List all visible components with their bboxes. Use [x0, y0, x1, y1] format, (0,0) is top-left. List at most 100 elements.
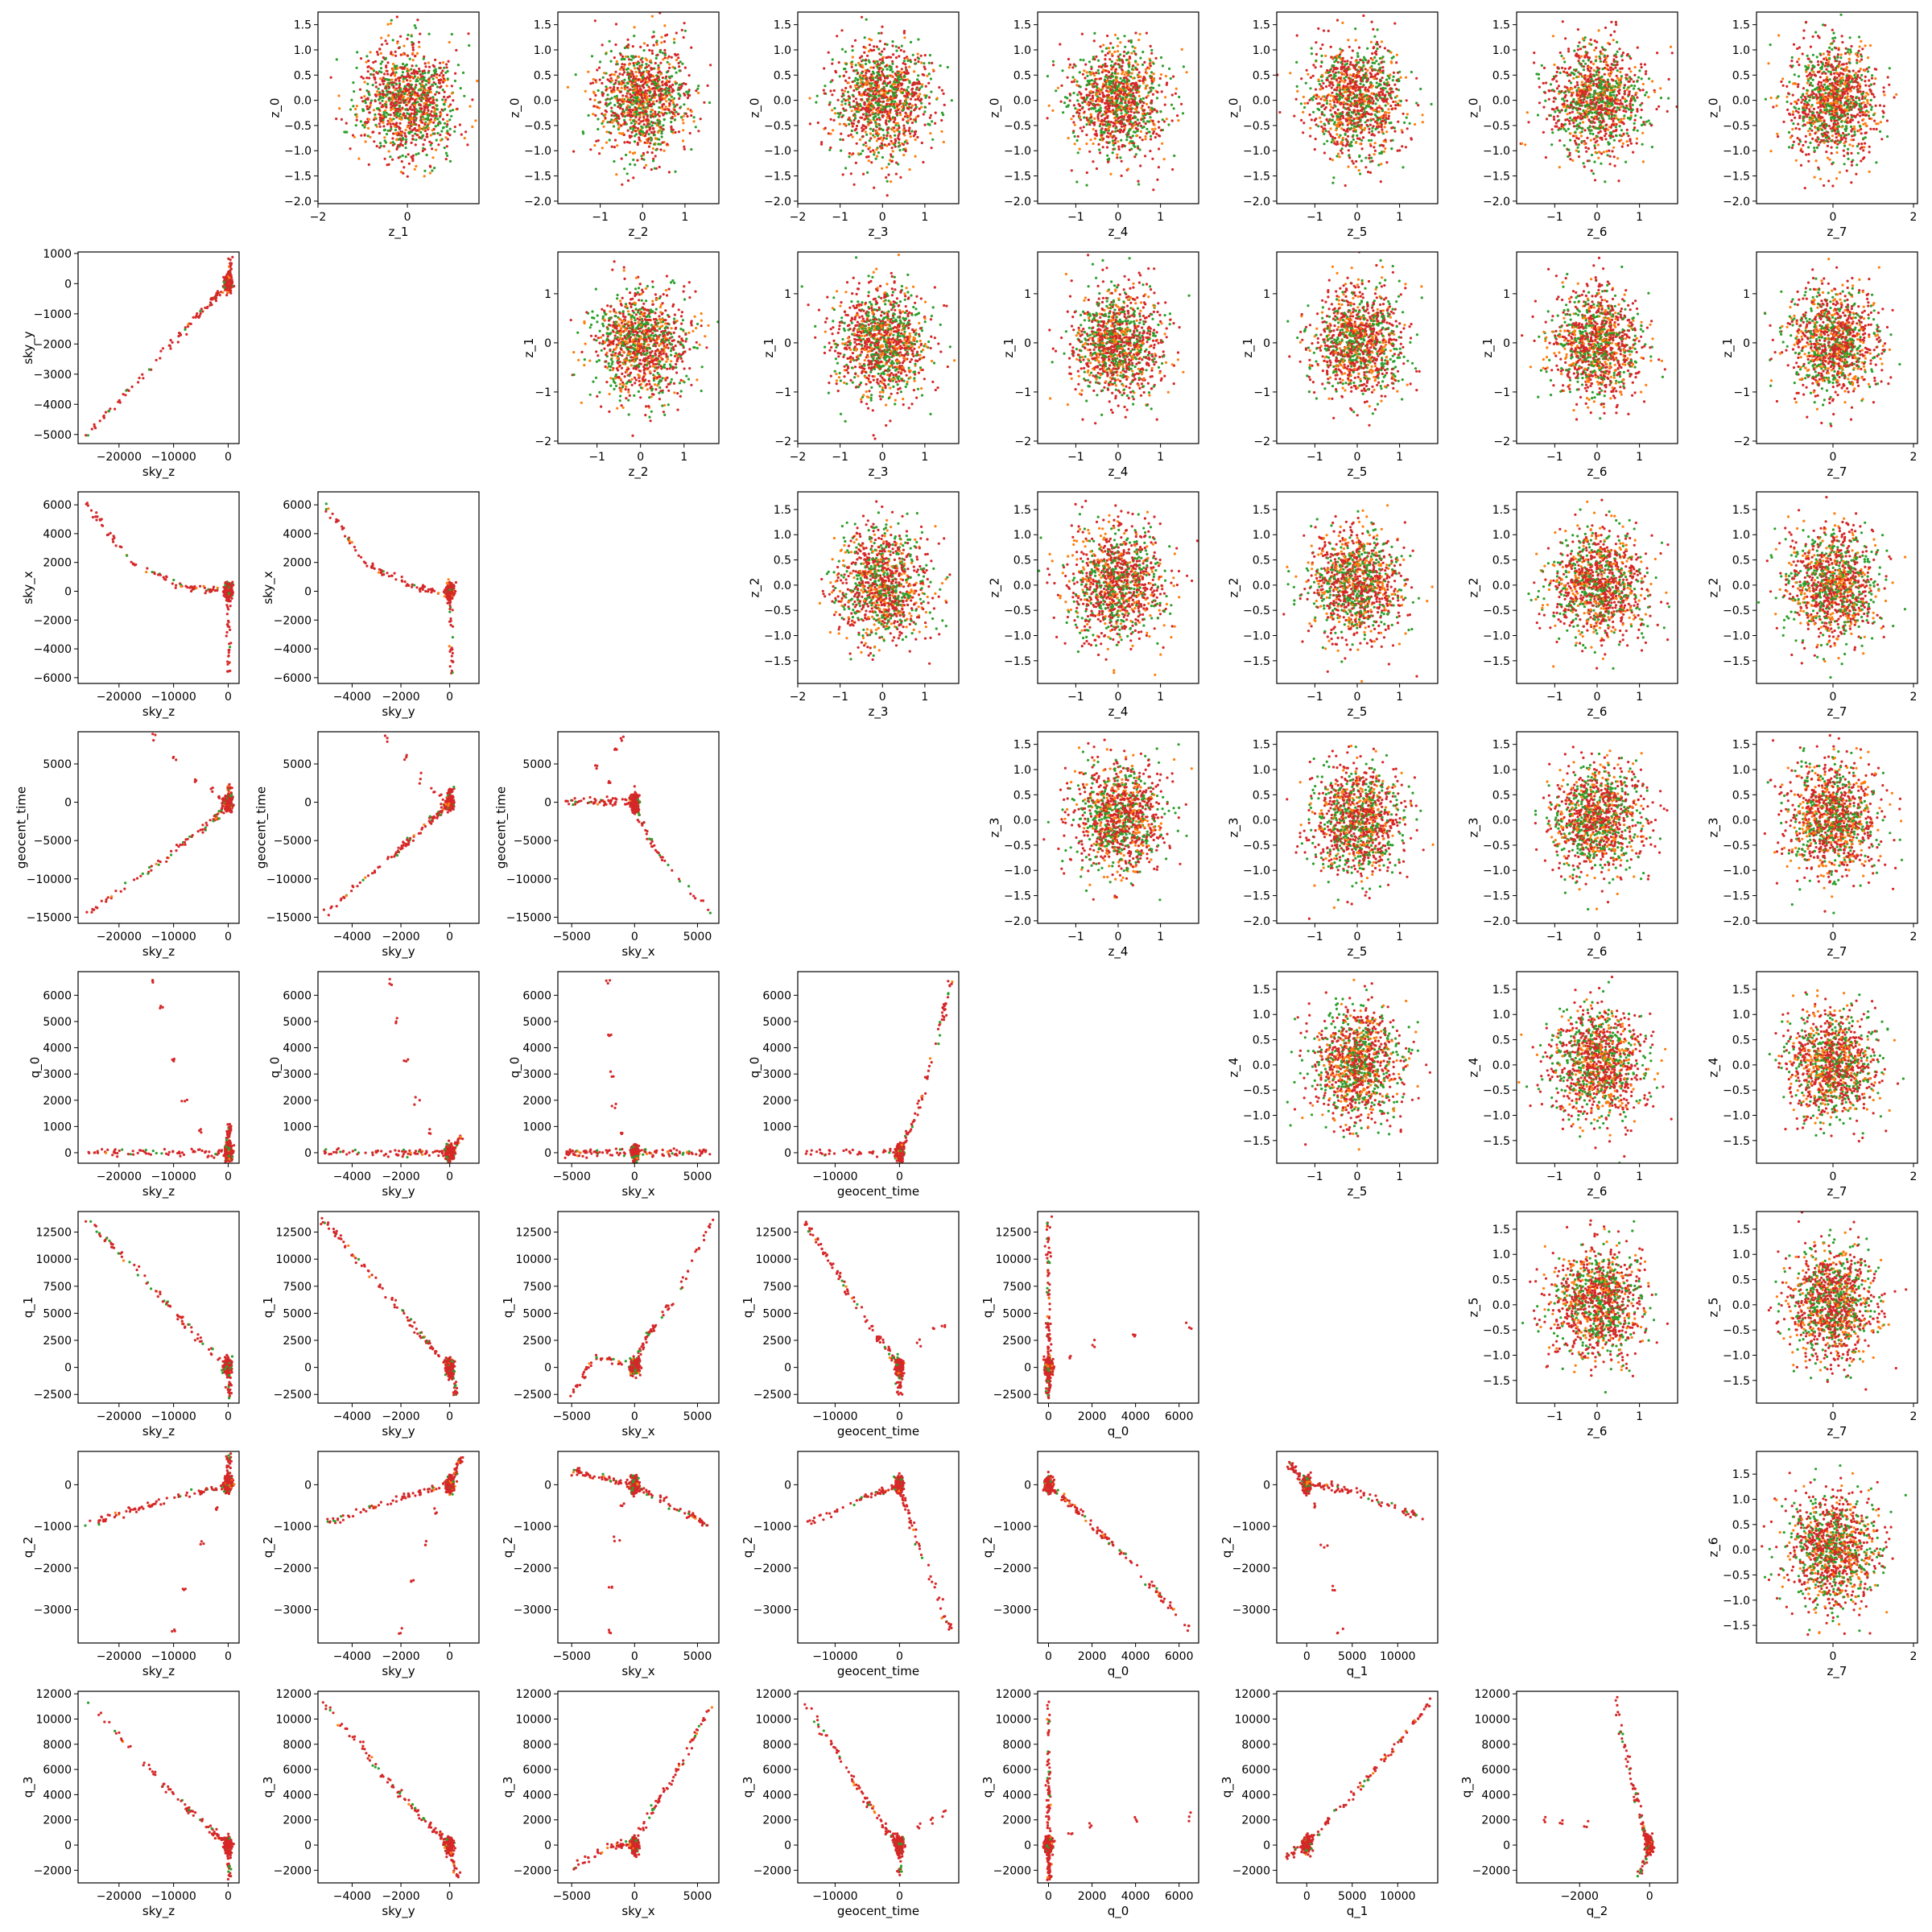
- scatter-point: [1324, 54, 1327, 57]
- scatter-point: [852, 89, 856, 93]
- scatter-point: [379, 62, 382, 65]
- scatter-point: [676, 53, 679, 56]
- scatter-point: [641, 130, 645, 134]
- scatter-point: [884, 108, 887, 111]
- scatter-point: [1108, 132, 1113, 135]
- scatter-point: [657, 64, 660, 67]
- scatter-point: [1093, 74, 1096, 77]
- scatter-point: [1335, 79, 1339, 82]
- scatter-point: [859, 74, 862, 77]
- scatter-point: [870, 82, 873, 85]
- scatter-point: [1355, 159, 1358, 163]
- scatter-point: [833, 112, 837, 115]
- scatter-point: [1324, 130, 1327, 133]
- scatter-point: [361, 109, 365, 113]
- scatter-point: [895, 102, 898, 105]
- scatter-point: [894, 109, 898, 113]
- scatter-point: [629, 151, 632, 154]
- scatter-point: [411, 138, 415, 141]
- scatter-point: [415, 134, 419, 137]
- scatter-point: [860, 55, 864, 58]
- scatter-point: [430, 114, 433, 118]
- scatter-point: [890, 139, 893, 142]
- scatter-point: [394, 71, 398, 74]
- scatter-point: [1356, 61, 1359, 64]
- scatter-point: [679, 116, 683, 119]
- subplot-z_0-vs-z_3: −2 −1 0 1−2.0−1.5−1.0−0.50.00.51.01.5z_3z_0: [748, 11, 960, 240]
- scatter-point: [1149, 59, 1152, 62]
- scatter-point: [855, 68, 858, 72]
- scatter-point: [840, 29, 844, 32]
- scatter-point: [650, 151, 654, 155]
- scatter-point: [1099, 89, 1102, 93]
- scatter-point: [618, 102, 621, 105]
- scatter-point: [426, 91, 429, 94]
- scatter-point: [441, 89, 444, 92]
- y-tick-label: −0.5: [524, 120, 551, 133]
- scatter-point: [368, 111, 371, 114]
- scatter-point: [865, 93, 869, 97]
- scatter-point: [918, 107, 921, 110]
- scatter-point: [665, 84, 668, 87]
- scatter-point: [413, 121, 416, 124]
- scatter-point: [886, 99, 890, 102]
- scatter-point: [875, 130, 878, 134]
- scatter-point: [443, 90, 446, 93]
- scatter-point: [390, 19, 393, 22]
- scatter-point: [859, 76, 862, 79]
- scatter-point: [1336, 84, 1340, 87]
- scatter-point: [408, 132, 411, 135]
- scatter-point: [881, 82, 885, 85]
- scatter-point: [1159, 73, 1163, 76]
- scatter-point: [402, 138, 405, 141]
- scatter-point: [642, 42, 646, 45]
- scatter-point: [1104, 62, 1107, 65]
- scatter-point: [404, 140, 408, 143]
- scatter-point: [1080, 107, 1084, 110]
- scatter-point: [878, 104, 881, 107]
- scatter-point: [1295, 34, 1298, 37]
- scatter-point: [638, 68, 641, 71]
- scatter-point: [1122, 82, 1125, 85]
- scatter-point: [902, 142, 905, 147]
- scatter-point: [902, 31, 906, 35]
- scatter-point: [890, 147, 894, 150]
- scatter-point: [1104, 75, 1107, 78]
- scatter-point: [1364, 59, 1368, 62]
- scatter-point: [614, 23, 618, 26]
- scatter-point: [683, 22, 686, 25]
- scatter-point: [629, 127, 632, 130]
- scatter-point: [414, 27, 418, 30]
- scatter-point: [1080, 130, 1084, 133]
- scatter-point: [390, 78, 394, 81]
- scatter-point: [660, 130, 663, 133]
- scatter-point: [1134, 81, 1137, 85]
- scatter-point: [864, 81, 867, 85]
- scatter-point: [431, 105, 436, 109]
- scatter-point: [613, 90, 616, 93]
- scatter-point: [668, 103, 671, 106]
- scatter-point: [1139, 56, 1142, 60]
- scatter-point: [894, 56, 898, 60]
- scatter-point: [930, 147, 933, 150]
- scatter-point: [626, 96, 630, 99]
- scatter-point: [601, 81, 604, 85]
- scatter-point: [1051, 109, 1055, 112]
- scatter-point: [1128, 92, 1131, 95]
- scatter-point: [366, 126, 370, 130]
- scatter-point: [412, 70, 415, 73]
- scatter-point: [405, 138, 408, 142]
- scatter-point: [436, 72, 439, 76]
- scatter-point: [407, 75, 411, 78]
- scatter-point: [660, 41, 663, 44]
- scatter-point: [658, 110, 661, 114]
- scatter-point: [1100, 134, 1104, 137]
- scatter-point: [683, 103, 686, 106]
- scatter-point: [916, 97, 919, 101]
- scatter-point: [450, 114, 453, 118]
- scatter-point: [927, 122, 930, 126]
- scatter-point: [366, 97, 369, 101]
- scatter-point: [411, 48, 415, 52]
- scatter-point: [863, 75, 866, 78]
- scatter-point: [636, 129, 640, 132]
